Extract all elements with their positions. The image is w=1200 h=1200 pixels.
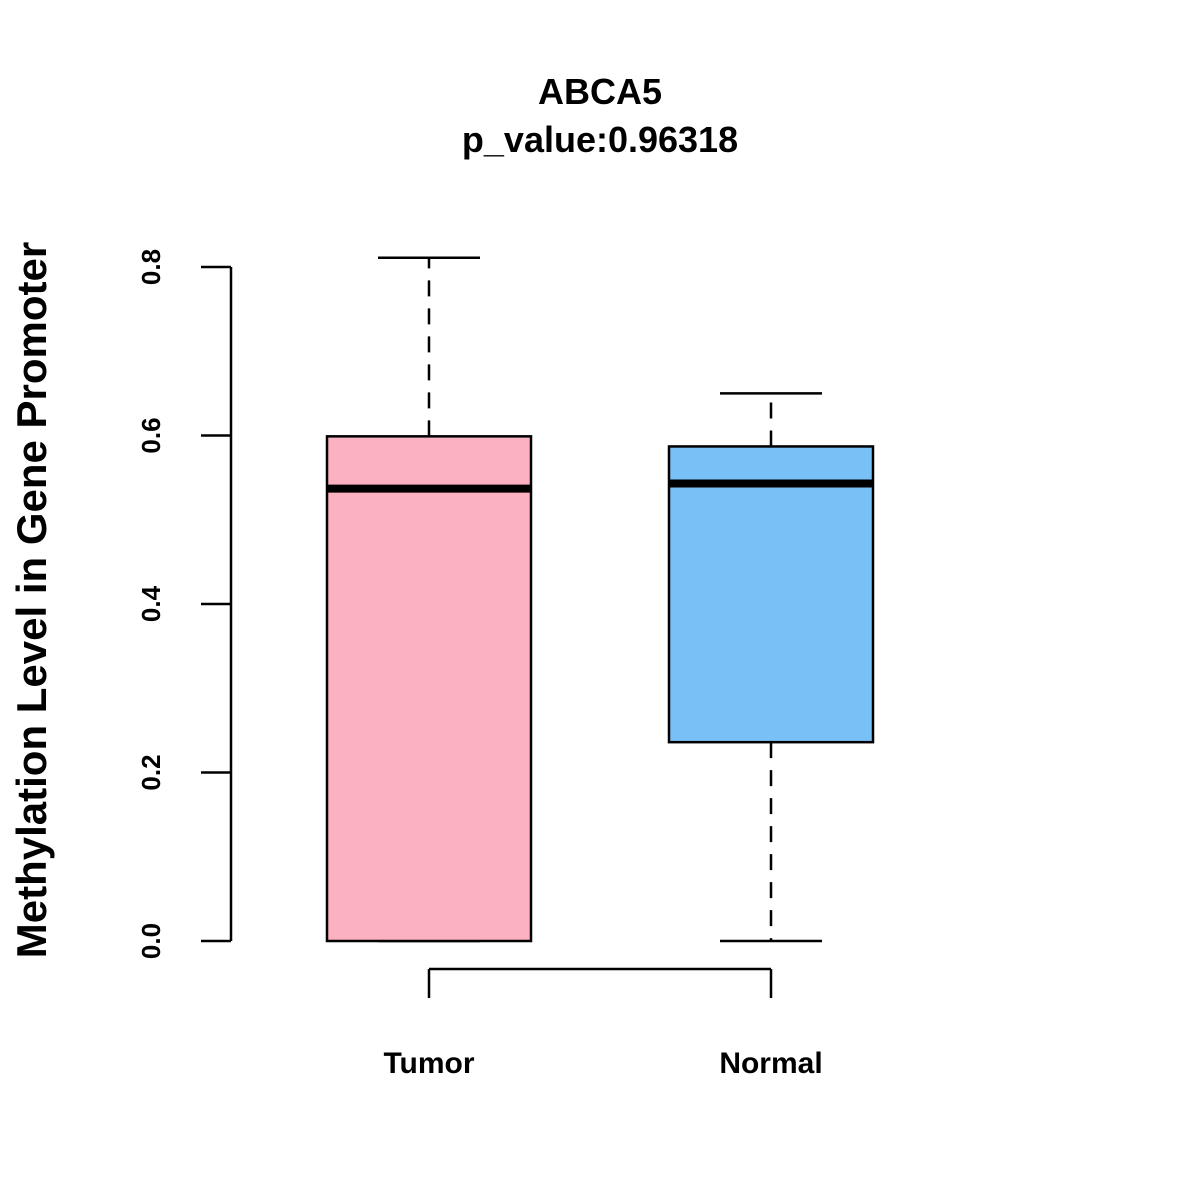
boxes-group (325, 256, 875, 943)
x-tick-label: Tumor (383, 1047, 474, 1080)
y-axis: 0.0 0.2 0.4 0.6 0.8 (136, 249, 233, 959)
box-rect (325, 435, 533, 943)
chart-title: ABCA5 (538, 71, 662, 112)
y-tick-label: 0.8 (136, 249, 166, 285)
y-tick-label: 0.4 (136, 585, 166, 622)
y-tick-label: 0.6 (136, 417, 166, 453)
chart-subtitle: p_value:0.96318 (462, 119, 738, 160)
box-tumor (325, 256, 533, 943)
y-tick-label: 0.0 (136, 923, 166, 959)
box-normal (667, 392, 875, 943)
y-tick-label: 0.2 (136, 754, 166, 790)
y-axis-label: Methylation Level in Gene Promoter (8, 242, 55, 958)
x-tick-label: Normal (719, 1047, 822, 1080)
x-axis: Tumor Normal (383, 967, 823, 1080)
box-rect (667, 445, 875, 744)
